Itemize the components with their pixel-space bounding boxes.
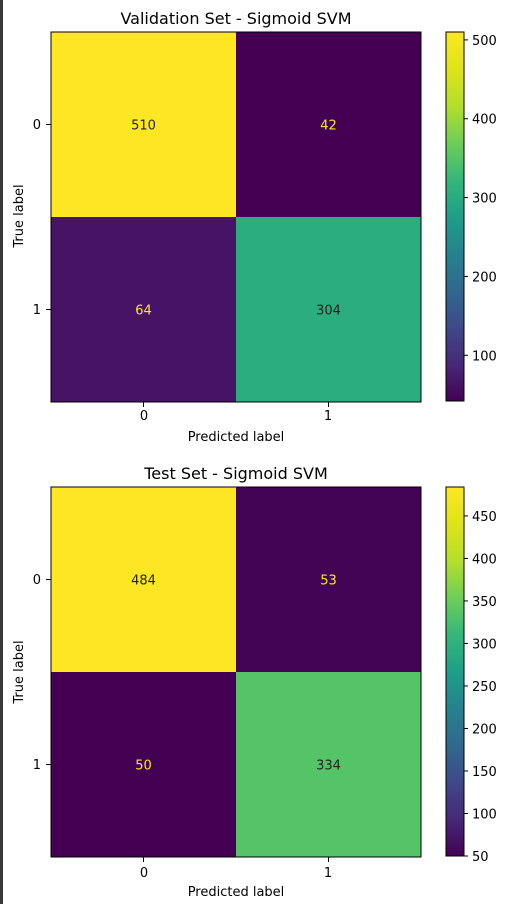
colorbar-tick-label: 250 [472, 680, 497, 695]
chart-title: Validation Set - Sigmoid SVM [120, 9, 351, 28]
colorbar [445, 486, 465, 857]
cell-value-label: 53 [320, 574, 337, 589]
colorbar-tick-label: 350 [472, 595, 497, 610]
heatmap-cell [236, 487, 421, 672]
heatmap-cell [51, 32, 236, 217]
cell-value-label: 510 [131, 119, 156, 134]
colorbar-tick-label: 450 [472, 510, 497, 525]
colorbar-ticks: 50 100 150 200 250 300 350 400 450 [464, 510, 497, 865]
heatmap-cell [236, 32, 421, 217]
colorbar-tick-label: 400 [472, 113, 497, 128]
cell-value-label: 304 [316, 304, 341, 319]
x-tick-label: 0 [140, 866, 148, 881]
x-tick-label: 1 [324, 866, 332, 881]
heatmap-cell [236, 217, 421, 402]
y-tick-label: 1 [33, 758, 41, 773]
validation-panel: Validation Set - Sigmoid SVM Predicted l… [12, 9, 497, 445]
x-axis-label: Predicted label [188, 430, 285, 445]
y-axis-label: True label [12, 640, 27, 704]
colorbar-tick-label: 100 [472, 349, 497, 364]
colorbar-tick-label: 50 [472, 850, 489, 865]
x-tick-label: 0 [140, 409, 148, 424]
colorbar-tick-label: 400 [472, 552, 497, 567]
x-axis-label: Predicted label [188, 885, 285, 900]
chart-title: Test Set - Sigmoid SVM [143, 464, 328, 483]
colorbar-tick-label: 100 [472, 807, 497, 822]
heatmap-cells: 484 53 50 334 [46, 486, 422, 862]
plot-frame [50, 486, 422, 858]
x-tick-label: 1 [324, 409, 332, 424]
plot-frame [50, 31, 422, 403]
y-tick-label: 0 [33, 118, 41, 133]
y-tick-label: 0 [33, 573, 41, 588]
window-edge [0, 0, 3, 904]
cell-value-label: 50 [135, 759, 152, 774]
colorbar-tick-label: 300 [472, 637, 497, 652]
colorbar-ticks: 100 200 300 400 500 [464, 34, 497, 364]
y-axis-label: True label [12, 184, 27, 248]
y-tick-label: 1 [33, 303, 41, 318]
cell-value-label: 334 [316, 759, 341, 774]
heatmap-cell [51, 217, 236, 402]
colorbar-tick-label: 200 [472, 270, 497, 285]
heatmap-cell [51, 487, 236, 672]
heatmap-cell [236, 672, 421, 857]
colorbar-tick-label: 300 [472, 192, 497, 207]
test-panel: Test Set - Sigmoid SVM Predicted label T… [12, 464, 497, 900]
heatmap-cell [51, 672, 236, 857]
cell-value-label: 64 [135, 304, 152, 319]
heatmap-cells: 510 42 64 304 [46, 31, 422, 407]
cell-value-label: 484 [131, 574, 156, 589]
cell-value-label: 42 [320, 119, 337, 134]
colorbar-tick-label: 150 [472, 765, 497, 780]
colorbar [445, 31, 465, 402]
colorbar-tick-label: 200 [472, 722, 497, 737]
colorbar-tick-label: 500 [472, 34, 497, 49]
